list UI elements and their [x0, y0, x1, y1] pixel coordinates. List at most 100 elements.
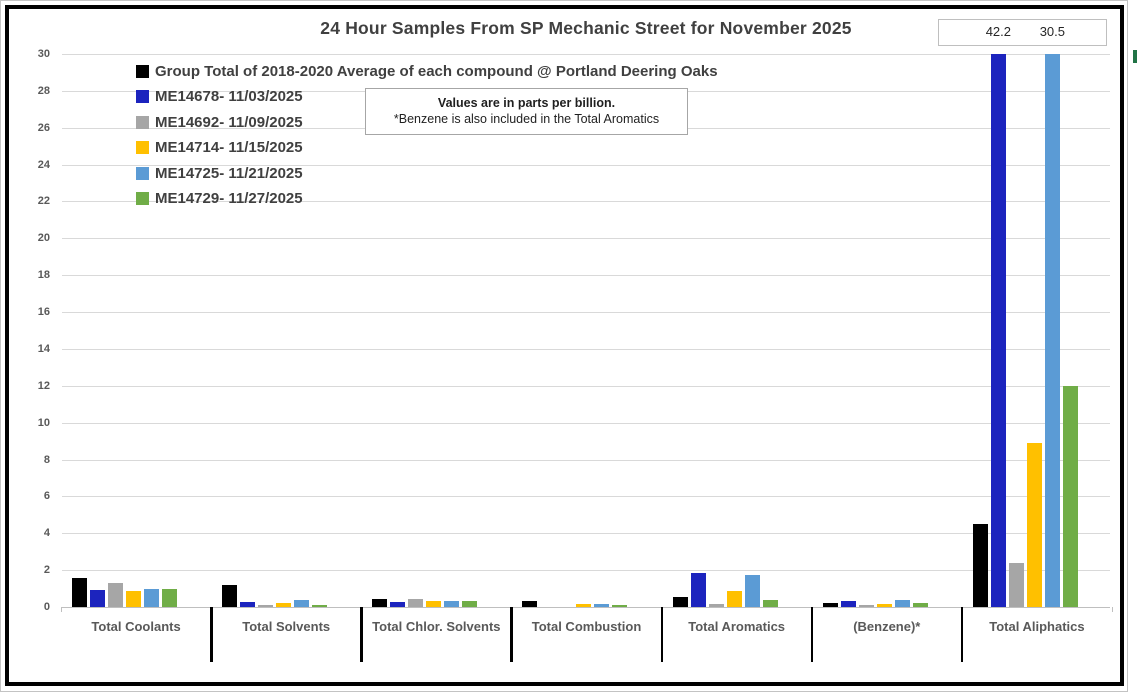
gridline-y30 — [62, 54, 1110, 55]
bar-series5-cat1[interactable] — [144, 588, 159, 607]
category-separator — [810, 607, 814, 662]
gridline-y20 — [62, 238, 1110, 240]
bar-series2-cat7[interactable] — [990, 54, 1006, 607]
bar-series2-cat2[interactable] — [240, 602, 256, 607]
bar-series4-cat3[interactable] — [426, 600, 442, 607]
bar-series2-cat5[interactable] — [690, 572, 706, 607]
legend-label: ME14678- 11/03/2025 — [155, 88, 303, 106]
x-axis-category-label: Total Combustion — [531, 619, 642, 634]
y-axis-label-12: 12 — [37, 379, 50, 392]
y-axis-label-8: 8 — [43, 453, 50, 466]
bar-series5-cat3[interactable] — [444, 600, 460, 607]
bar-series2-cat1[interactable] — [90, 590, 105, 607]
x-axis-category-label: Total Coolants — [91, 619, 181, 634]
category-separator — [360, 607, 363, 662]
bar-series5-cat6[interactable] — [894, 599, 910, 607]
bar-series3-cat3[interactable] — [408, 598, 424, 607]
category-separator — [960, 607, 964, 662]
bar-series4-cat4[interactable] — [576, 604, 592, 607]
y-axis-label-14: 14 — [37, 342, 50, 355]
bar-series4-cat1[interactable] — [126, 591, 141, 607]
bar-series3-cat1[interactable] — [108, 583, 123, 607]
bar-series5-cat2[interactable] — [294, 599, 310, 607]
legend-label: Group Total of 2018-2020 Average of each… — [155, 63, 718, 80]
y-axis-label-16: 16 — [37, 306, 50, 319]
gridline-y12 — [62, 385, 1110, 387]
gridline-y2 — [62, 570, 1110, 572]
bar-series1-cat2[interactable] — [222, 584, 238, 607]
gridline-y22 — [62, 201, 1110, 203]
bar-series1-cat5[interactable] — [672, 596, 688, 607]
y-axis-label-30: 30 — [37, 48, 50, 60]
legend-marker-icon — [136, 141, 149, 155]
bar-series5-cat5[interactable] — [744, 574, 760, 607]
bar-series6-cat2[interactable] — [312, 605, 328, 607]
legend-label: ME14714- 11/15/2025 — [155, 139, 303, 157]
bar-series3-cat2[interactable] — [258, 605, 274, 607]
bar-series6-cat6[interactable] — [912, 603, 928, 607]
category-separator — [660, 607, 664, 662]
x-axis-category-label: Total Aliphatics — [989, 619, 1085, 634]
note-line-benzene: *Benzene is also included in the Total A… — [393, 112, 660, 126]
y-axis-label-10: 10 — [37, 416, 50, 429]
legend-marker-icon — [136, 90, 149, 104]
bar-series3-cat6[interactable] — [858, 605, 874, 607]
bar-series4-cat7[interactable] — [1026, 442, 1042, 607]
legend-label: ME14729- 11/27/2025 — [155, 190, 303, 207]
legend-marker-icon — [136, 115, 149, 129]
bar-series6-cat3[interactable] — [462, 601, 478, 607]
gridline-y16 — [62, 312, 1110, 314]
x-axis-category-label: Total Aromatics — [688, 619, 786, 634]
gridline-y0 — [62, 607, 1110, 608]
bar-series6-cat5[interactable] — [762, 599, 778, 607]
gridline-y6 — [62, 496, 1110, 498]
bar-series6-cat1[interactable] — [162, 588, 177, 607]
gridline-y10 — [62, 422, 1110, 424]
legend-label: ME14692- 11/09/2025 — [155, 113, 303, 131]
bar-series2-cat6[interactable] — [840, 600, 856, 607]
x-axis-tick — [61, 607, 62, 612]
bar-series1-cat4[interactable] — [522, 601, 538, 607]
gridline-y4 — [62, 533, 1110, 535]
note-line-units: Values are in parts per billion. — [437, 96, 616, 110]
bar-series3-cat7[interactable] — [1008, 562, 1024, 607]
sheet-edge-green-mark — [1133, 50, 1137, 63]
bar-series4-cat5[interactable] — [726, 591, 742, 607]
x-axis-category-label: (Benzene)* — [853, 619, 921, 634]
gridline-y18 — [62, 275, 1110, 277]
legend-label: ME14725- 11/21/2025 — [155, 164, 303, 182]
bar-series4-cat2[interactable] — [276, 603, 292, 607]
legend-marker-icon — [136, 166, 149, 180]
bar-series6-cat7[interactable] — [1062, 385, 1078, 607]
overflow-value-label: 42.2 — [985, 24, 1011, 39]
bar-series2-cat3[interactable] — [390, 602, 406, 607]
bar-series5-cat7[interactable] — [1044, 54, 1060, 607]
bar-series6-cat4[interactable] — [612, 605, 628, 607]
category-separator — [510, 607, 513, 662]
y-axis-label-4: 4 — [43, 527, 50, 540]
bar-series1-cat3[interactable] — [372, 598, 388, 607]
y-axis-label-2: 2 — [43, 564, 50, 577]
y-axis-label-0: 0 — [43, 601, 50, 613]
note-box: Values are in parts per billion. *Benzen… — [365, 88, 688, 135]
bar-series1-cat7[interactable] — [972, 524, 988, 607]
y-axis-label-18: 18 — [37, 269, 50, 282]
category-separator — [210, 607, 213, 662]
x-axis-category-label: Total Solvents — [242, 619, 331, 634]
y-axis-label-6: 6 — [43, 490, 50, 503]
bar-series1-cat6[interactable] — [822, 603, 838, 607]
y-axis-label-20: 20 — [37, 232, 50, 245]
bar-series3-cat5[interactable] — [708, 604, 724, 607]
overflow-value-label: 30.5 — [1039, 24, 1065, 39]
bar-series1-cat1[interactable] — [72, 577, 87, 607]
bar-series5-cat4[interactable] — [594, 604, 610, 607]
bar-series4-cat6[interactable] — [876, 604, 892, 607]
y-axis-label-26: 26 — [37, 121, 50, 134]
y-axis-label-28: 28 — [37, 84, 50, 97]
gridline-y24 — [62, 164, 1110, 166]
y-axis-label-24: 24 — [37, 158, 50, 171]
legend-marker-icon — [136, 192, 149, 205]
legend-marker-icon — [136, 65, 149, 78]
